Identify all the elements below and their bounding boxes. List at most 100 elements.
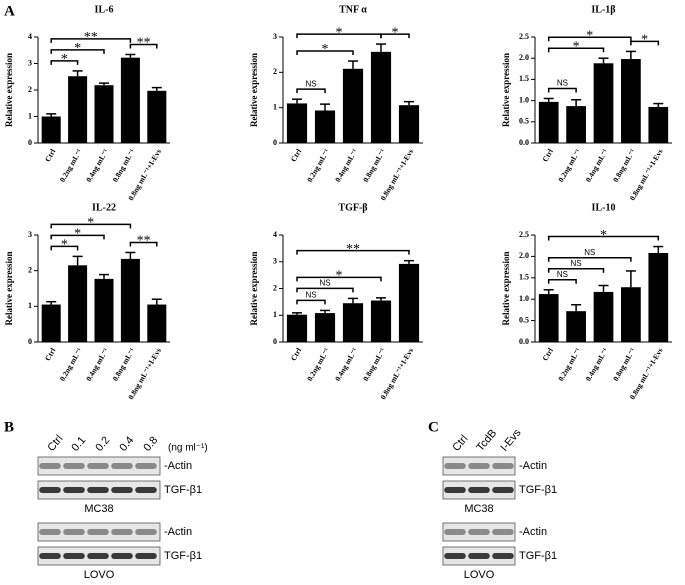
blot-band (135, 529, 157, 535)
significance-label: NS (557, 79, 568, 88)
significance-bracket (50, 49, 105, 54)
bar (342, 303, 364, 342)
y-tick-label: 2 (28, 265, 32, 274)
y-tick-label: 2.0 (519, 251, 529, 260)
y-tick-label: 2 (273, 283, 277, 292)
y-axis-label: Relative expression (4, 251, 14, 325)
bar (538, 294, 559, 342)
blot-band (135, 553, 157, 559)
y-tick-label: 1 (273, 310, 277, 319)
bar (120, 57, 140, 143)
significance-bracket (296, 299, 326, 305)
significance-bracket (50, 60, 79, 65)
y-tick-label: 2 (28, 85, 32, 94)
x-tick-label: 0.4ng mL⁻¹ (84, 147, 110, 183)
significance-bracket (296, 287, 354, 293)
bar (68, 76, 88, 143)
y-axis-label: Relative expression (249, 251, 259, 325)
significance-label: NS (584, 248, 595, 257)
y-tick-label: 4 (273, 230, 277, 239)
bar (94, 278, 114, 342)
panel-label: A (4, 3, 15, 19)
bar (314, 110, 336, 143)
y-tick-label: 0 (28, 337, 32, 346)
x-tick-label: Ctrl (43, 346, 57, 362)
x-tick-label: 0.8ng mL⁻¹ (111, 147, 137, 183)
blot-band (87, 487, 109, 493)
y-tick-label: 0.5 (519, 315, 529, 324)
row-label: TGF-β1 (164, 484, 202, 496)
bar (566, 311, 586, 342)
y-axis-label: Relative expression (249, 53, 259, 127)
significance-bracket (547, 87, 577, 93)
significance-bracket (547, 257, 632, 262)
bar (147, 304, 167, 342)
y-axis-label: Relative expression (501, 251, 511, 325)
significance-label: * (600, 228, 607, 243)
y-tick-label: 1.0 (519, 294, 529, 303)
significance-label: * (61, 52, 68, 67)
blot-band (87, 463, 109, 469)
significance-label: ** (346, 242, 360, 257)
x-tick-label: 0.2ng mL⁻¹ (58, 147, 84, 183)
blot-band (468, 553, 490, 559)
blot-band (444, 553, 466, 559)
blot-band (468, 529, 490, 535)
blot-band (444, 487, 466, 493)
x-tick-label: 0.2ng mL⁻¹ (556, 346, 582, 382)
significance-bracket (547, 36, 632, 42)
significance-bracket (50, 234, 105, 240)
bar (370, 51, 392, 144)
blot-band (39, 529, 61, 535)
significance-label: ** (137, 234, 151, 249)
significance-bracket (296, 249, 410, 255)
bar (648, 106, 669, 143)
x-tick-label: 0.4ng mL⁻¹ (84, 346, 110, 382)
y-tick-label: 3 (273, 257, 277, 266)
y-tick-label: 0.5 (519, 117, 529, 126)
y-tick-label: 2.5 (519, 32, 529, 41)
significance-label: NS (319, 279, 330, 288)
bar (286, 103, 308, 143)
row-label: TGF-β1 (519, 484, 557, 496)
x-tick-label: 0.2ng mL⁻¹ (556, 147, 582, 183)
x-tick-label: Ctrl (289, 147, 303, 163)
x-tick-label: 0.4ng mL⁻¹ (333, 147, 359, 183)
blot-band (87, 553, 109, 559)
unit-label: (ng ml⁻¹) (168, 443, 208, 454)
blot-band (111, 487, 133, 493)
x-tick-label: 0.2ng mL⁻¹ (58, 346, 84, 382)
bar (342, 68, 364, 143)
y-tick-label: 1 (273, 102, 277, 111)
significance-label: NS (571, 259, 582, 268)
significance-label: * (87, 216, 94, 231)
x-tick-label: 0.8ng mL⁻¹ (611, 346, 637, 382)
bar (41, 116, 61, 143)
chart-title: TNF α (339, 4, 367, 15)
bar (621, 59, 641, 143)
y-tick-label: 2.5 (519, 230, 529, 239)
x-tick-label: 0.2ng mL⁻¹ (305, 147, 331, 183)
y-tick-label: 0 (273, 138, 277, 147)
blot-band (39, 487, 61, 493)
blot-band (111, 463, 133, 469)
y-tick-label: 3 (28, 58, 32, 67)
significance-bracket (296, 50, 354, 56)
lane-label: 0.2 (93, 434, 112, 453)
lane-label: 0.4 (117, 434, 136, 453)
significance-bracket (50, 223, 132, 229)
bar (566, 106, 586, 143)
y-tick-label: 0 (28, 138, 32, 147)
significance-bracket (547, 47, 605, 53)
row-label: TGF-β1 (164, 550, 202, 562)
row-label: -Actin (519, 526, 547, 538)
bar (120, 258, 140, 342)
y-tick-label: 1 (28, 111, 32, 120)
bar (147, 90, 167, 143)
lane-label: 0.8 (141, 434, 160, 453)
blot-band (444, 463, 466, 469)
y-axis-label: Relative expression (4, 53, 14, 127)
significance-label: NS (557, 270, 568, 279)
significance-label: * (74, 41, 81, 56)
